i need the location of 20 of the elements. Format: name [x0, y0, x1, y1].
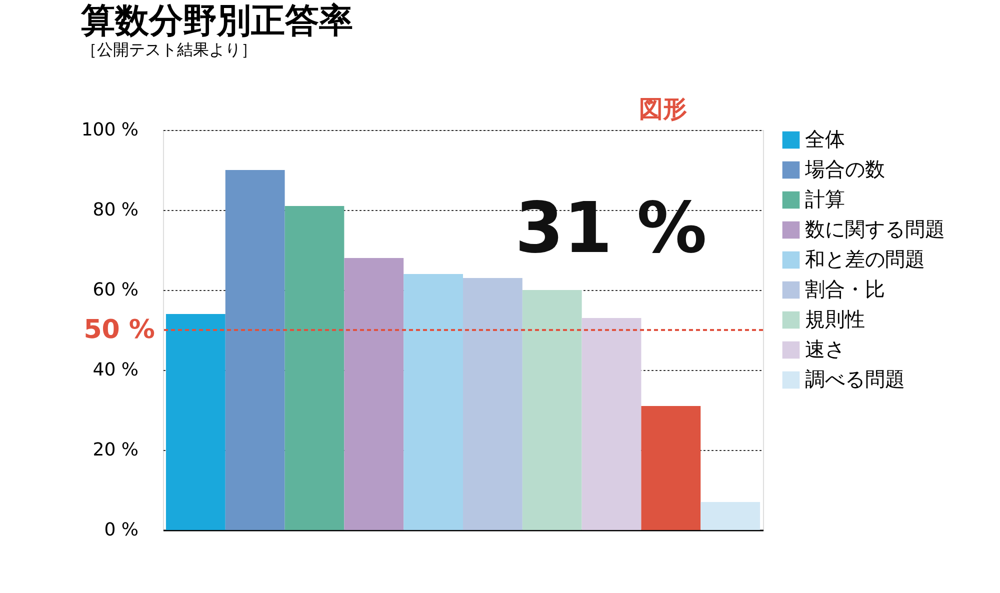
legend-label: 調べる問題 — [805, 367, 905, 391]
ref-line-label: 50 % — [84, 315, 155, 345]
chart-title: 算数分野別正答率 — [80, 1, 353, 41]
legend-label: 場合の数 — [804, 157, 885, 181]
legend-label: 数に関する問題 — [805, 217, 945, 241]
text: 図形 — [639, 95, 687, 123]
legend-label: 割合・比 — [805, 277, 885, 301]
legend-label: 和と差の問題 — [805, 247, 925, 271]
y-tick-label: 40 % — [92, 360, 138, 380]
legend-label: 計算 — [805, 187, 845, 211]
legend-label: 速さ — [805, 337, 845, 361]
y-tick-label: 20 % — [92, 440, 138, 460]
y-tick-label: 100 % — [81, 120, 138, 140]
y-tick-label: 0 % — [104, 520, 138, 540]
chart-subtitle: ［公開テスト結果より］ — [80, 40, 257, 59]
y-tick-label: 60 % — [92, 280, 138, 300]
legend-label: 全体 — [805, 127, 845, 151]
data-label: 31 % — [514, 187, 707, 269]
y-tick-label: 80 % — [92, 200, 138, 220]
legend-label: 規則性 — [805, 307, 865, 331]
